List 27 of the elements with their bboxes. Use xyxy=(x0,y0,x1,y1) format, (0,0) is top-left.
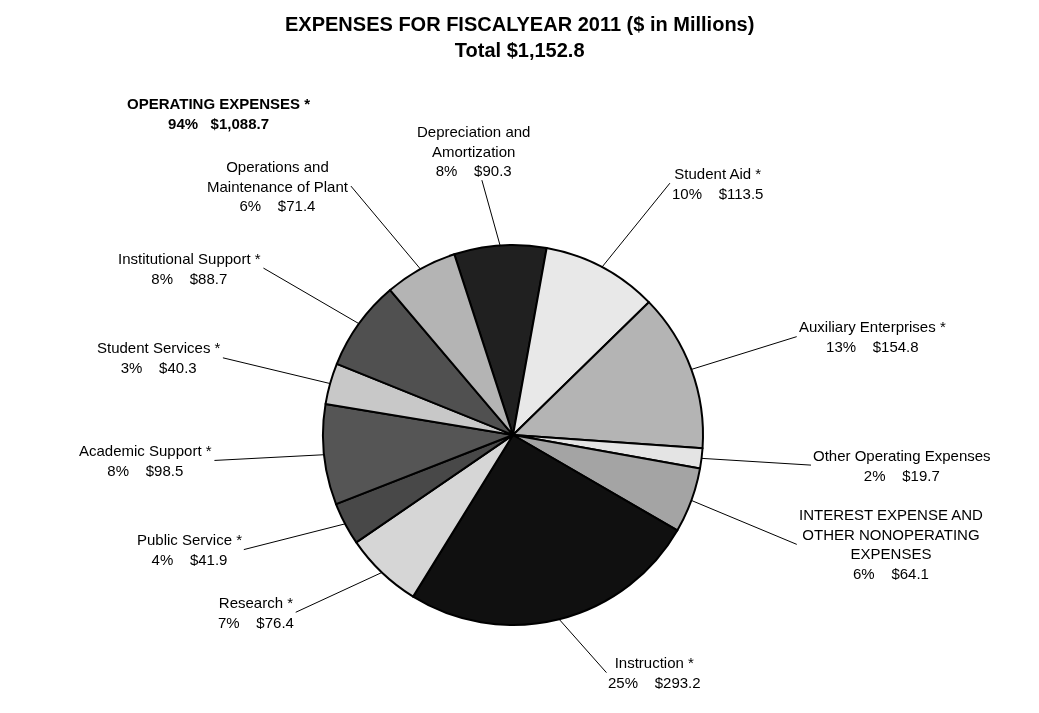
slice-label: Other Operating Expenses xyxy=(813,447,991,464)
slice-label: INTEREST EXPENSE AND OTHER NONOPERATING EXPENSES xyxy=(799,506,984,562)
data-label: 13% $154.8 xyxy=(826,337,919,355)
data-label: 8% $88.7 xyxy=(151,269,228,287)
data-label: 6% $71.4 xyxy=(239,197,316,214)
slice-label: Research * xyxy=(218,594,294,611)
data-label: 2% $19.7 xyxy=(863,466,940,484)
chart-subtitle: Total $1,152.8 xyxy=(454,39,585,61)
slice-label: Public Service * xyxy=(137,531,243,548)
data-label: 10% $113.5 xyxy=(672,184,764,202)
slice-label: Instruction * xyxy=(614,654,695,671)
slice-label: Operations and Maintenance of Plant xyxy=(207,158,349,195)
data-label: 7% $76.4 xyxy=(218,613,294,631)
data-label: 4% $41.9 xyxy=(151,550,228,568)
slice-label: Student Aid * xyxy=(674,165,762,182)
data-label: 6% $64.1 xyxy=(853,564,929,582)
data-label: 25% $293.2 xyxy=(608,673,701,691)
slice-label: Institutional Support * xyxy=(118,250,261,267)
slice-label: Student Services * xyxy=(97,339,221,356)
text: OPERATING EXPENSES * 94% $1,088.7 xyxy=(127,95,311,132)
data-label: 8% $90.3 xyxy=(435,162,512,179)
data-label: 3% $40.3 xyxy=(120,358,197,376)
slice-label: Auxiliary Enterprises * xyxy=(799,318,946,335)
slice-label: Depreciation and Amortization xyxy=(417,123,531,160)
slice-label: Academic Support * xyxy=(79,442,212,459)
chart-title: EXPENSES FOR FISCALYEAR 2011 ($ in Millions) xyxy=(285,13,755,35)
data-label: 8% $98.5 xyxy=(107,461,184,479)
